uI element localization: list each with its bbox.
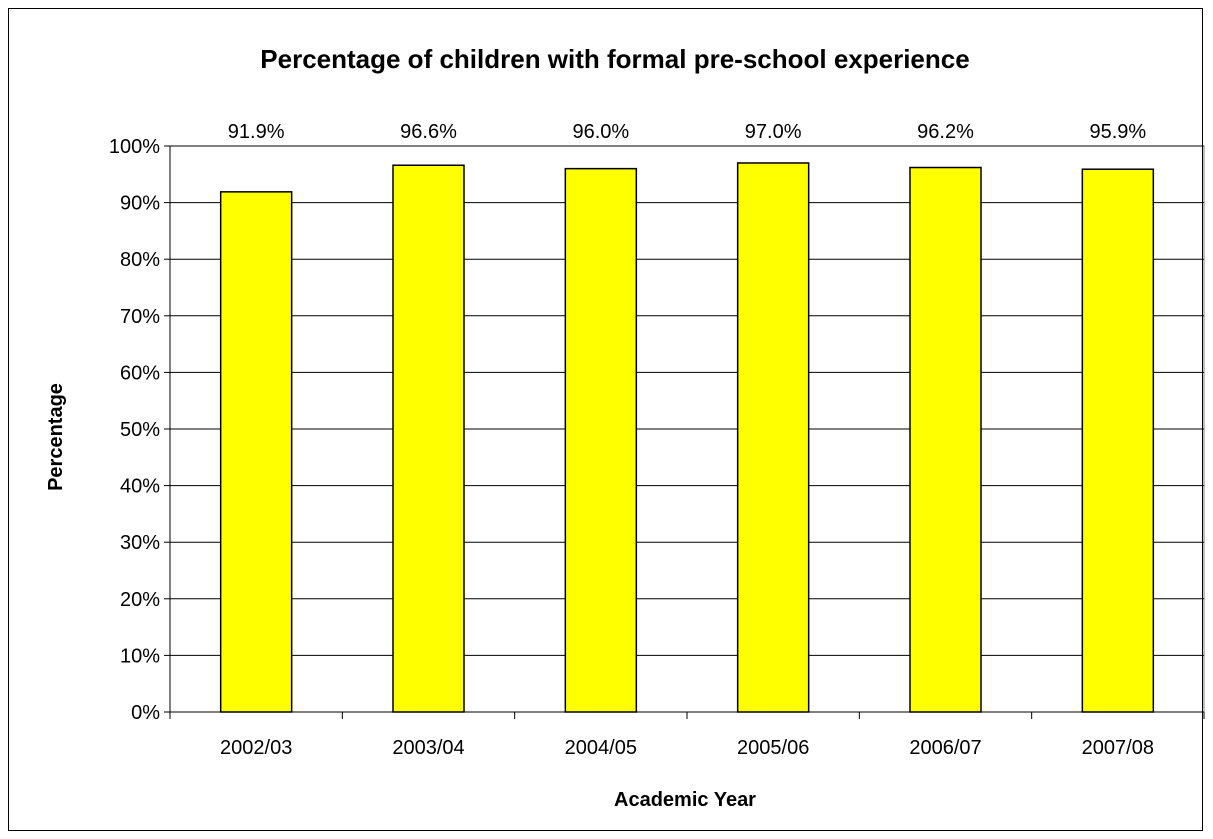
bars	[219, 162, 1155, 713]
y-axis-title: Percentage	[45, 383, 67, 491]
y-tick-label: 30%	[120, 532, 160, 554]
y-tick-label: 0%	[131, 702, 160, 724]
data-label: 97.0%	[745, 121, 802, 143]
y-tick-label: 100%	[109, 136, 160, 158]
data-label: 91.9%	[228, 121, 285, 143]
y-tick-label: 40%	[120, 476, 160, 498]
y-tick-label: 20%	[120, 589, 160, 611]
y-tick-label: 10%	[120, 645, 160, 667]
bar	[1081, 168, 1155, 713]
gridlines	[169, 145, 1205, 713]
bar	[564, 167, 638, 713]
y-tick-label: 50%	[120, 419, 160, 441]
x-tick-label: 2004/05	[565, 737, 637, 759]
bar	[219, 191, 293, 713]
y-tick-label: 60%	[120, 362, 160, 384]
bar	[909, 166, 982, 713]
data-label: 96.0%	[572, 121, 629, 143]
chart-title: Percentage of children with formal pre-s…	[260, 44, 969, 74]
x-tick-label: 2003/04	[392, 737, 464, 759]
labels: 0% 10% 20% 30% 40% 50% 60% 70% 80% 90% 100% 91.9% 20…	[109, 121, 1154, 759]
data-label: 95.9%	[1089, 121, 1146, 143]
axes	[164, 145, 1205, 719]
bar	[392, 164, 465, 713]
x-tick-label: 2007/08	[1082, 737, 1154, 759]
bar	[736, 162, 810, 713]
y-tick-label: 70%	[120, 306, 160, 328]
x-tick-label: 2005/06	[737, 737, 809, 759]
x-axis-title: Academic Year	[614, 789, 756, 811]
y-tick-label: 90%	[120, 193, 160, 215]
y-tick-label: 80%	[120, 249, 160, 271]
data-label: 96.6%	[400, 121, 457, 143]
x-tick-label: 2006/07	[909, 737, 981, 759]
data-label: 96.2%	[917, 121, 974, 143]
x-tick-label: 2002/03	[220, 737, 292, 759]
